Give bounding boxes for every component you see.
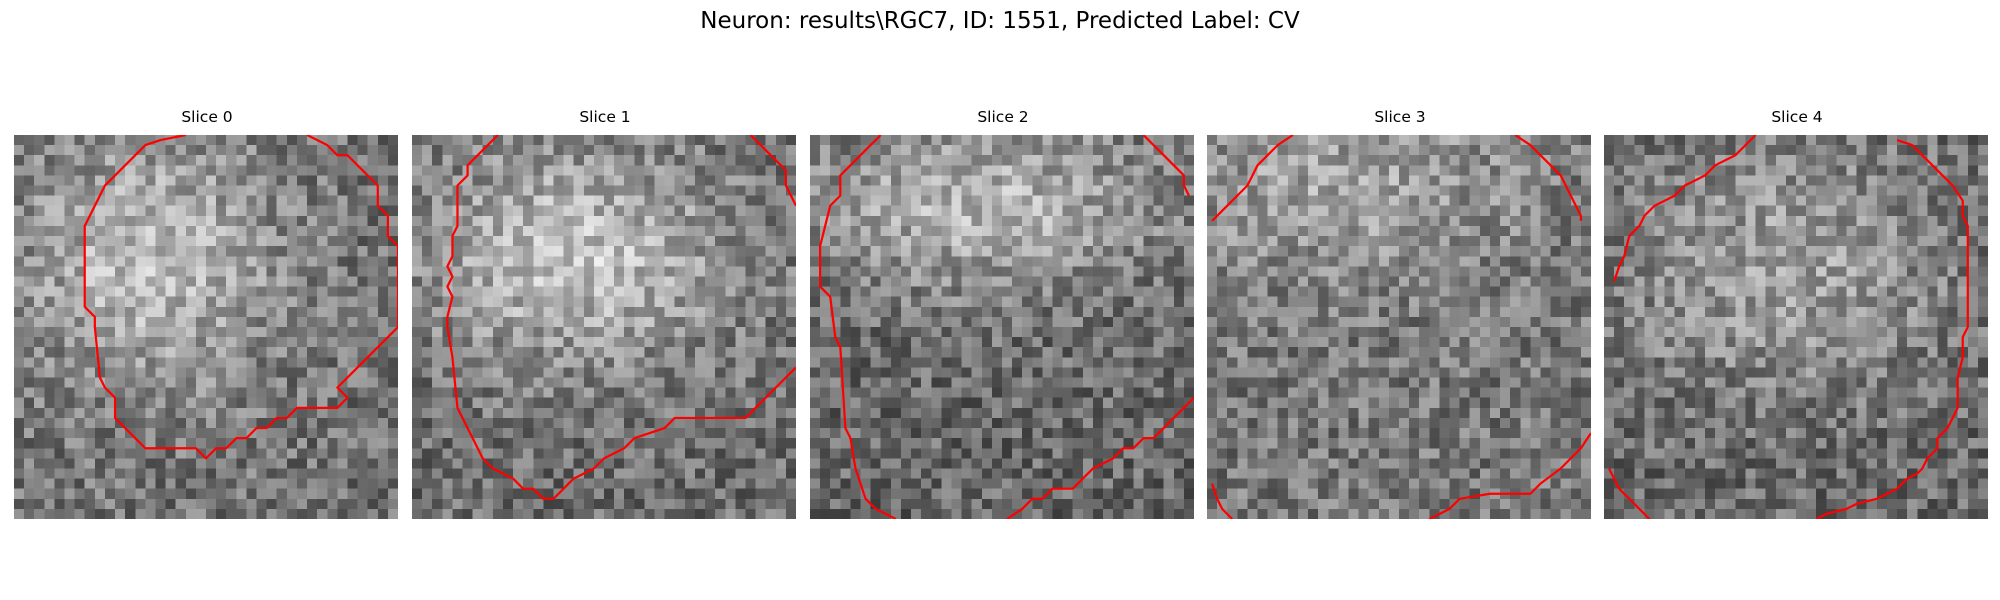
figure-title: Neuron: results\RGC7, ID: 1551, Predicte… [700,8,1300,34]
contour-line [1815,138,1969,519]
slice-title-0: Slice 0 [181,108,233,126]
slice-panel-3: Slice 3 [1207,108,1593,528]
contour-line [1142,135,1190,197]
slice-title-3: Slice 3 [1374,108,1426,126]
pixel-grid [1207,135,1591,519]
slice-title-2: Slice 2 [977,108,1029,126]
slice-panel-0: Slice 0 [14,108,400,528]
contour-line [749,135,796,207]
slice-panel-1: Slice 1 [412,108,798,528]
pixel-grid [810,135,1194,519]
slice-image-1 [412,135,796,519]
contour-line [446,135,796,500]
contour-line [1210,483,1234,519]
contour-line [818,135,897,519]
contour-line [1608,467,1651,519]
contour-line [1211,135,1294,222]
slice-image-0 [14,135,398,519]
slice-image-3 [1207,135,1591,519]
contour-line [1613,135,1757,282]
slice-panel-4: Slice 4 [1604,108,1990,528]
slice-title-4: Slice 4 [1771,108,1823,126]
contour-line [1514,135,1583,221]
contour-line [1428,432,1591,519]
pixel-grid [14,135,398,519]
slice-panel-2: Slice 2 [810,108,1196,528]
contour-line [83,135,398,460]
slice-image-4 [1604,135,1988,519]
slice-title-1: Slice 1 [579,108,631,126]
contour-line [1006,396,1194,519]
slice-image-2 [810,135,1194,519]
pixel-grid [412,135,796,519]
pixel-grid [1604,135,1988,519]
